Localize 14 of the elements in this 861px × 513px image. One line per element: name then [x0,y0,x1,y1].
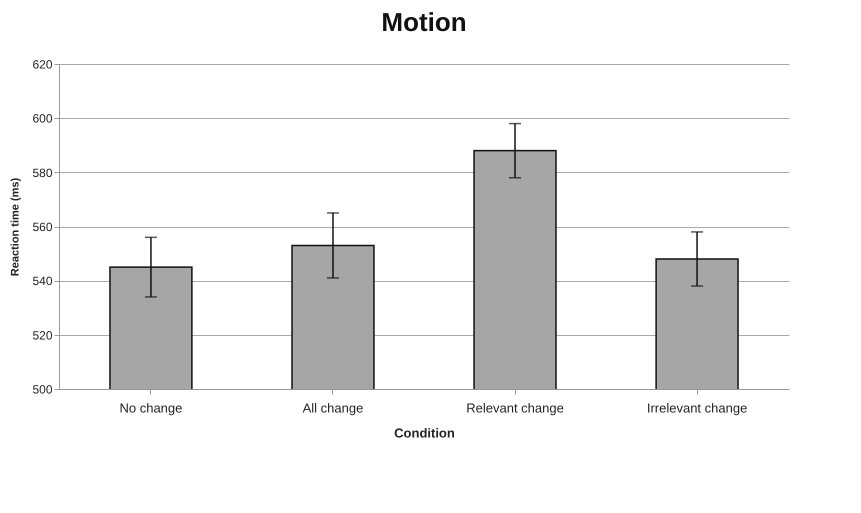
chart-title: Motion [381,7,467,37]
y-tick-label: 580 [32,166,53,180]
y-tick-label: 540 [32,274,53,288]
y-tick-label: 500 [32,382,53,396]
y-axis-title: Reaction time (ms) [9,177,22,276]
x-tick-label: No change [119,400,182,416]
y-tick-label: 520 [32,328,53,342]
x-tick-label: Irrelevant change [646,400,748,416]
y-tick-label: 600 [32,112,53,126]
x-tick-label: Relevant change [466,400,564,416]
x-tick-label: All change [302,400,364,416]
y-tick-label: 560 [32,220,53,234]
x-axis-title: Condition [394,426,455,440]
y-tick-label: 620 [32,58,53,72]
